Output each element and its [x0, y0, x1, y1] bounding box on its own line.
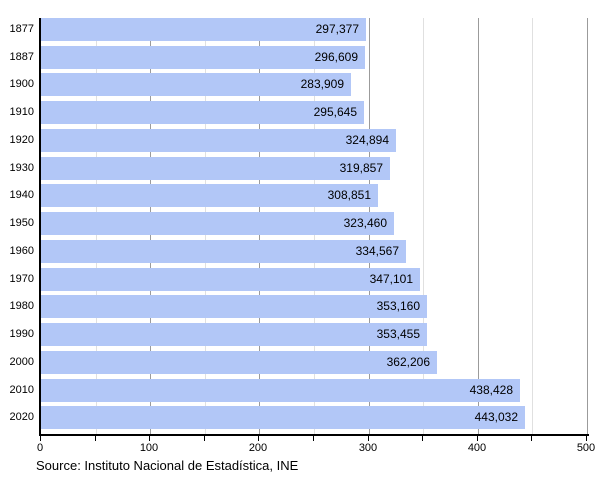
bar-value-label: 353,160: [376, 299, 420, 313]
bar-value-label: 308,851: [327, 188, 371, 202]
x-axis-tick: [422, 436, 423, 441]
y-axis-line: [39, 18, 41, 434]
bar: 297,377: [41, 18, 366, 41]
x-axis-tick: [368, 436, 369, 441]
x-axis-tick-label: 100: [139, 442, 159, 454]
y-axis-label: 2020: [9, 411, 34, 423]
y-axis-label: 1950: [9, 217, 34, 229]
bar-value-label: 438,428: [469, 383, 513, 397]
bar: 323,460: [41, 212, 394, 235]
bar: 308,851: [41, 184, 378, 207]
bar: 334,567: [41, 240, 406, 263]
gridline-minor: [423, 18, 424, 434]
bar: 362,206: [41, 351, 437, 374]
bar-value-label: 353,455: [376, 327, 420, 341]
x-axis-tick: [204, 436, 205, 441]
bar: 324,894: [41, 129, 396, 152]
bar-value-label: 443,032: [474, 410, 518, 424]
bar-value-label: 362,206: [386, 355, 430, 369]
x-axis-tick: [149, 436, 150, 441]
x-axis-tick: [95, 436, 96, 441]
gridline-minor: [532, 18, 533, 434]
x-axis-tick: [586, 436, 587, 441]
y-axis-label: 1900: [9, 78, 34, 90]
bar-value-label: 296,609: [314, 50, 358, 64]
bar-value-label: 295,645: [313, 105, 357, 119]
bar: 295,645: [41, 101, 364, 124]
bar: 443,032: [41, 406, 525, 429]
gridline-major: [587, 18, 588, 434]
bar-value-label: 319,857: [339, 161, 383, 175]
y-axis-label: 1960: [9, 245, 34, 257]
x-axis-line: [39, 434, 589, 436]
bar: 353,455: [41, 323, 427, 346]
x-axis-tick-label: 500: [576, 442, 596, 454]
bar-value-label: 283,909: [300, 77, 344, 91]
y-axis-label: 1990: [9, 328, 34, 340]
bar-value-label: 323,460: [343, 216, 387, 230]
x-axis-tick-label: 400: [467, 442, 487, 454]
bar: 347,101: [41, 268, 420, 291]
bar: 353,160: [41, 295, 427, 318]
source-note: Source: Instituto Nacional de Estadístic…: [36, 458, 299, 473]
gridline-major: [478, 18, 479, 434]
bar: 283,909: [41, 73, 351, 96]
y-axis-label: 1910: [9, 106, 34, 118]
x-axis-tick-label: 200: [248, 442, 268, 454]
x-axis-tick-label: 0: [36, 442, 44, 454]
bar: 438,428: [41, 379, 520, 402]
bar-value-label: 297,377: [315, 22, 359, 36]
x-axis-tick-label: 300: [358, 442, 378, 454]
bar-value-label: 324,894: [345, 133, 389, 147]
y-axis-label: 1920: [9, 134, 34, 146]
y-axis-label: 1887: [9, 51, 34, 63]
y-axis-label: 1980: [9, 300, 34, 312]
x-axis-tick: [531, 436, 532, 441]
y-axis-label: 2000: [9, 356, 34, 368]
bar-value-label: 334,567: [355, 244, 399, 258]
x-axis-tick: [477, 436, 478, 441]
y-axis-label: 2010: [9, 384, 34, 396]
y-axis-label: 1930: [9, 162, 34, 174]
bar-value-label: 347,101: [369, 272, 413, 286]
bar: 319,857: [41, 157, 390, 180]
x-axis-tick: [40, 436, 41, 441]
y-axis-label: 1940: [9, 189, 34, 201]
x-axis-tick: [258, 436, 259, 441]
y-axis-label: 1877: [9, 23, 34, 35]
x-axis-tick: [313, 436, 314, 441]
y-axis-label: 1970: [9, 273, 34, 285]
bar: 296,609: [41, 46, 365, 69]
